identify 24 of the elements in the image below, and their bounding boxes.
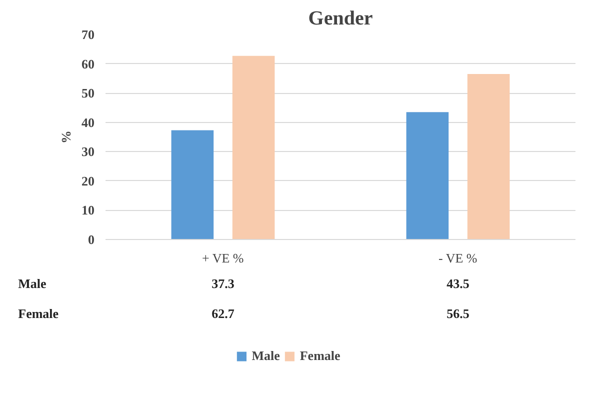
bar <box>406 112 449 240</box>
y-tick-label: 60 <box>82 56 94 72</box>
x-tick-label: + VE % <box>202 250 244 266</box>
data-label: 37.3 <box>212 276 235 291</box>
legend-label: Male <box>252 348 280 364</box>
bar <box>171 130 214 240</box>
chart-title: Gender <box>308 8 373 30</box>
x-tick-label: - VE % <box>438 250 478 266</box>
bar <box>467 74 510 240</box>
y-tick-label: 20 <box>82 173 94 188</box>
y-tick-label: 0 <box>88 232 94 247</box>
y-tick-label: 50 <box>82 86 94 101</box>
y-tick-label: 40 <box>82 114 94 130</box>
y-axis-title: % <box>58 130 74 144</box>
y-tick-label: 30 <box>82 144 94 160</box>
y-tick-label: 10 <box>82 202 94 218</box>
text: Male <box>18 276 46 291</box>
text: Female <box>18 306 59 321</box>
data-label: 62.7 <box>212 306 235 321</box>
data-label: 43.5 <box>446 276 470 291</box>
bar <box>232 56 275 240</box>
legend-label: Female <box>300 348 340 364</box>
y-tick-label: 70 <box>82 27 94 42</box>
data-label: 56.5 <box>446 306 470 321</box>
